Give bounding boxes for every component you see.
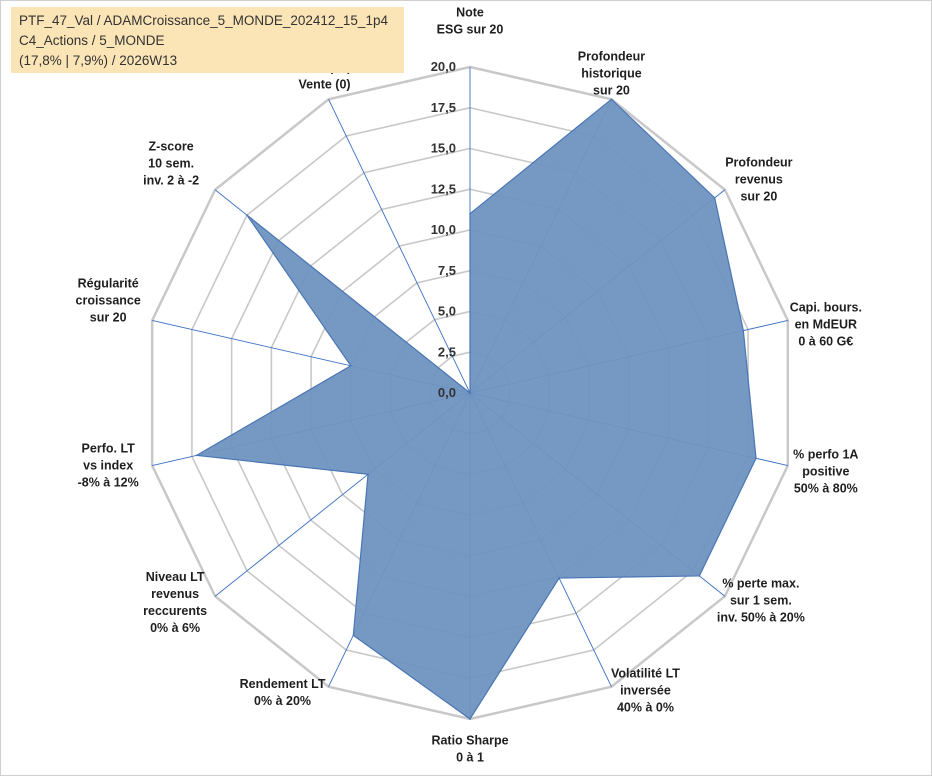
data-point	[469, 718, 471, 720]
data-point	[558, 577, 560, 579]
data-point	[352, 634, 355, 637]
tick-label: 0,0	[438, 385, 456, 400]
category-label: en MdEUR	[795, 317, 858, 331]
category-label: % perfo 1A	[793, 448, 858, 462]
category-label: sur 20	[593, 83, 630, 97]
category-label: Niveau LT	[146, 570, 205, 584]
category-label: positive	[802, 465, 849, 479]
data-series-area	[194, 98, 757, 720]
category-label: Z-score	[149, 140, 194, 154]
tick-label: 10,0	[431, 222, 456, 237]
portfolio-name: PTF_47_Val / ADAMCroissance_5_MONDE_2024…	[19, 13, 388, 28]
data-point	[367, 473, 369, 476]
category-label: 10 sem.	[148, 157, 194, 171]
category-label: revenus	[151, 587, 199, 601]
tick-label: 17,5	[431, 100, 456, 115]
category-label: inv. 2 à -2	[143, 174, 199, 188]
category-label: Rendement LT	[240, 677, 326, 691]
category-label: Perfo. LT	[82, 442, 136, 456]
data-point	[742, 329, 745, 332]
data-point	[755, 457, 757, 460]
category-label: inv. 50% à 20%	[717, 610, 805, 624]
category-label: Volatilité LT	[611, 667, 680, 681]
portfolio-category: C4_Actions / 5_MONDE	[19, 33, 165, 48]
data-point	[610, 98, 613, 101]
category-label: -8% à 12%	[78, 476, 139, 490]
category-label: 0 à 1	[456, 751, 484, 765]
data-point	[195, 454, 198, 457]
data-point	[246, 214, 248, 216]
category-label: Note	[456, 6, 484, 20]
category-label: 0% à 6%	[150, 621, 200, 635]
category-label: 0% à 20%	[254, 694, 311, 708]
category-label: vs index	[83, 459, 133, 473]
tick-label: 2,5	[438, 344, 456, 359]
portfolio-stats: (17,8% | 7,9%) / 2026W13	[19, 53, 178, 68]
category-label: croissance	[76, 293, 141, 307]
category-label: % perte max.	[722, 576, 799, 590]
category-label: sur 20	[740, 190, 777, 204]
category-label: 50% à 80%	[794, 482, 858, 496]
category-label: Vente (0)	[298, 77, 350, 91]
category-label: revenus	[735, 173, 783, 187]
category-label: Profondeur	[725, 156, 792, 170]
data-point	[469, 392, 471, 394]
category-label: historique	[581, 66, 641, 80]
category-label: 40% à 0%	[617, 701, 674, 715]
tick-label: 12,5	[431, 181, 456, 196]
category-label: Ratio Sharpe	[431, 734, 508, 748]
category-label: Capi. bours.	[790, 300, 862, 314]
category-label: Régularité	[78, 276, 139, 290]
data-point	[469, 212, 471, 215]
data-point	[698, 575, 701, 577]
tick-label: 7,5	[438, 263, 456, 278]
data-point	[350, 364, 352, 367]
tick-label: 15,0	[431, 141, 456, 156]
category-label: reccurents	[143, 604, 207, 618]
portfolio-info-box: PTF_47_Val / ADAMCroissance_5_MONDE_2024…	[11, 7, 404, 73]
axis-spoke	[328, 99, 471, 394]
category-label: inversée	[620, 684, 671, 698]
tick-label: 20,0	[431, 59, 456, 74]
category-label: sur 20	[90, 310, 127, 324]
category-label: ESG sur 20	[437, 23, 504, 37]
category-label: sur 1 sem.	[730, 593, 792, 607]
category-label: Profondeur	[578, 49, 645, 63]
tick-label: 5,0	[438, 304, 456, 319]
data-point	[713, 197, 716, 199]
category-label: 0 à 60 G€	[798, 334, 853, 348]
